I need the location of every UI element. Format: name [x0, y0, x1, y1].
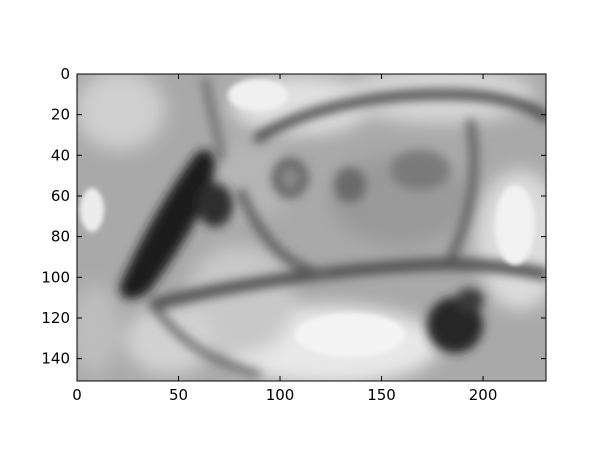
x-axis: 0 50 100 150 200	[72, 74, 497, 404]
y-tick-label: 120	[41, 309, 70, 327]
y-tick-label: 60	[51, 187, 70, 205]
x-tick-label: 50	[169, 386, 188, 404]
y-tick-label: 20	[51, 106, 70, 124]
plot-frame	[76, 73, 547, 382]
y-tick-label: 100	[41, 268, 70, 286]
heatmap-image	[77, 74, 546, 381]
y-tick-label: 140	[41, 350, 70, 368]
y-tick-label: 40	[51, 146, 70, 164]
x-tick-label: 200	[469, 386, 498, 404]
y-axis: 0 20 40 60 80 100 120 140	[41, 65, 546, 368]
x-tick-label: 150	[367, 386, 396, 404]
y-tick-label: 0	[60, 65, 70, 83]
x-tick-label: 100	[266, 386, 295, 404]
y-tick-label: 80	[51, 228, 70, 246]
x-tick-label: 0	[72, 386, 82, 404]
